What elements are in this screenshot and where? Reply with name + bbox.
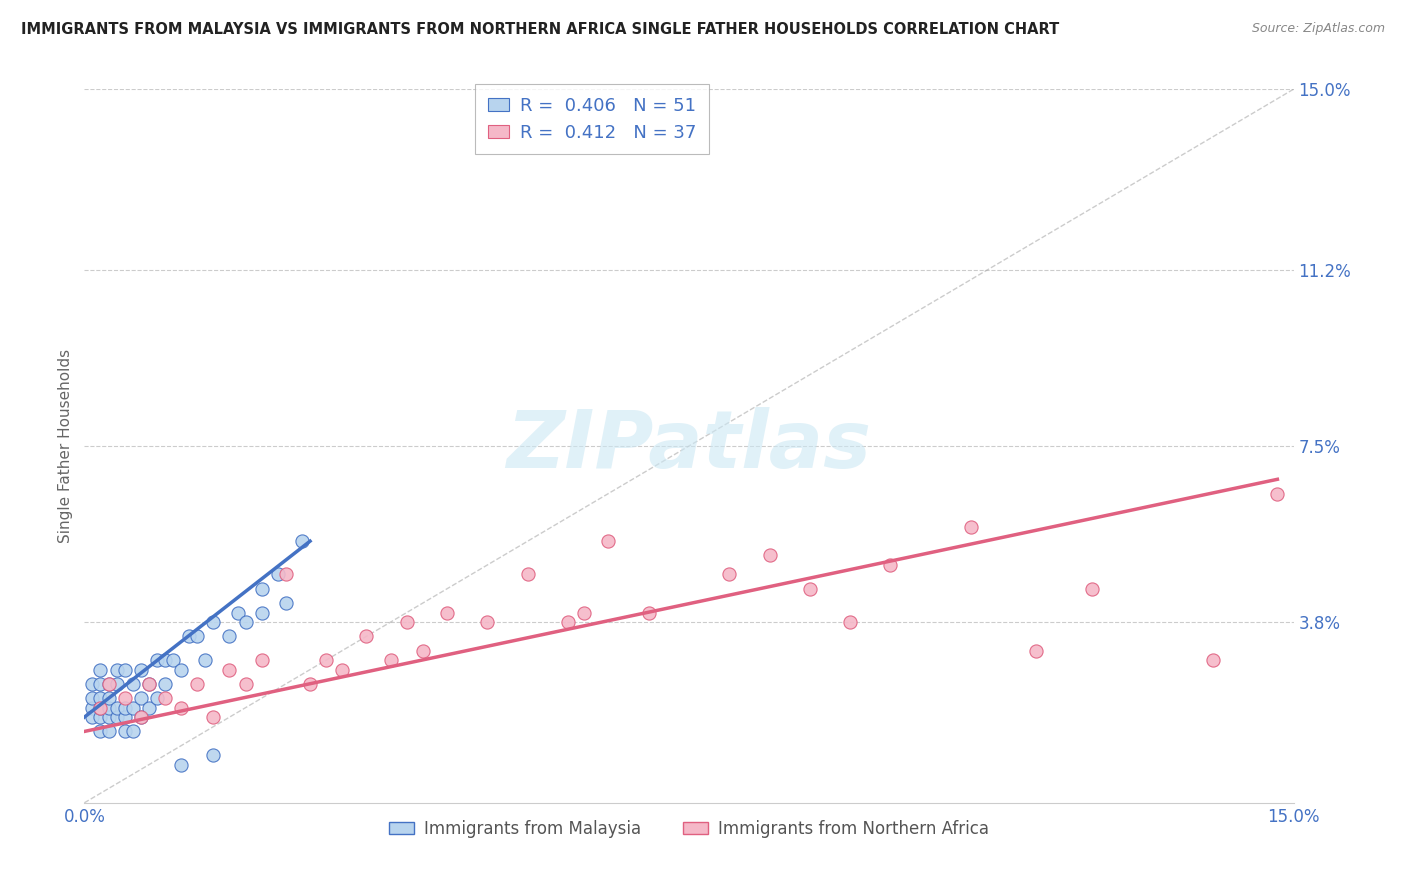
Point xyxy=(146,691,169,706)
Point xyxy=(153,691,176,706)
Point xyxy=(105,700,128,714)
Point xyxy=(436,606,458,620)
Point xyxy=(89,710,111,724)
Point xyxy=(1081,582,1104,596)
Point xyxy=(226,606,249,620)
Point xyxy=(202,615,225,629)
Point xyxy=(105,663,128,677)
Point xyxy=(129,710,152,724)
Point xyxy=(274,596,297,610)
Point xyxy=(1267,486,1289,500)
Point xyxy=(114,700,136,714)
Point xyxy=(114,663,136,677)
Point xyxy=(121,677,143,691)
Point xyxy=(97,677,120,691)
Point xyxy=(129,710,152,724)
Point xyxy=(186,677,208,691)
Point xyxy=(105,677,128,691)
Point xyxy=(138,700,160,714)
Point xyxy=(138,677,160,691)
Point xyxy=(179,629,201,643)
Point xyxy=(82,677,104,691)
Text: ZIPatlas: ZIPatlas xyxy=(506,407,872,485)
Point xyxy=(1025,643,1047,657)
Point xyxy=(572,606,595,620)
Point xyxy=(395,615,418,629)
Point xyxy=(758,549,780,563)
Point xyxy=(291,534,314,549)
Point xyxy=(274,567,297,582)
Point xyxy=(637,606,659,620)
Text: IMMIGRANTS FROM MALAYSIA VS IMMIGRANTS FROM NORTHERN AFRICA SINGLE FATHER HOUSEH: IMMIGRANTS FROM MALAYSIA VS IMMIGRANTS F… xyxy=(21,22,1059,37)
Point xyxy=(105,710,128,724)
Point xyxy=(89,700,111,714)
Point xyxy=(235,615,257,629)
Point xyxy=(97,677,120,691)
Point xyxy=(97,700,120,714)
Point xyxy=(170,663,193,677)
Point xyxy=(218,663,240,677)
Point xyxy=(114,724,136,739)
Point xyxy=(1202,653,1225,667)
Point xyxy=(412,643,434,657)
Legend: Immigrants from Malaysia, Immigrants from Northern Africa: Immigrants from Malaysia, Immigrants fro… xyxy=(382,814,995,845)
Point xyxy=(516,567,538,582)
Point xyxy=(202,710,225,724)
Point xyxy=(121,724,143,739)
Point xyxy=(153,677,176,691)
Point xyxy=(89,724,111,739)
Point xyxy=(153,653,176,667)
Point xyxy=(89,677,111,691)
Point xyxy=(89,691,111,706)
Point xyxy=(879,558,901,572)
Point xyxy=(380,653,402,667)
Point xyxy=(250,653,273,667)
Point xyxy=(598,534,620,549)
Point xyxy=(170,700,193,714)
Point xyxy=(170,757,193,772)
Point xyxy=(799,582,821,596)
Point xyxy=(138,677,160,691)
Point xyxy=(250,582,273,596)
Point xyxy=(129,663,152,677)
Point xyxy=(89,700,111,714)
Point xyxy=(557,615,579,629)
Point xyxy=(267,567,290,582)
Point xyxy=(162,653,184,667)
Point xyxy=(299,677,322,691)
Point xyxy=(315,653,337,667)
Point xyxy=(146,653,169,667)
Point xyxy=(82,700,104,714)
Point xyxy=(202,748,225,763)
Point xyxy=(356,629,378,643)
Text: Source: ZipAtlas.com: Source: ZipAtlas.com xyxy=(1251,22,1385,36)
Point xyxy=(82,710,104,724)
Point xyxy=(839,615,862,629)
Point xyxy=(477,615,499,629)
Point xyxy=(330,663,353,677)
Point xyxy=(97,691,120,706)
Point xyxy=(235,677,257,691)
Point xyxy=(218,629,240,643)
Point xyxy=(129,691,152,706)
Point xyxy=(97,710,120,724)
Point xyxy=(114,691,136,706)
Point xyxy=(250,606,273,620)
Point xyxy=(194,653,217,667)
Point xyxy=(121,700,143,714)
Point xyxy=(97,724,120,739)
Y-axis label: Single Father Households: Single Father Households xyxy=(58,349,73,543)
Point xyxy=(718,567,741,582)
Point xyxy=(114,710,136,724)
Point xyxy=(89,663,111,677)
Point xyxy=(186,629,208,643)
Point xyxy=(960,520,983,534)
Point xyxy=(82,691,104,706)
